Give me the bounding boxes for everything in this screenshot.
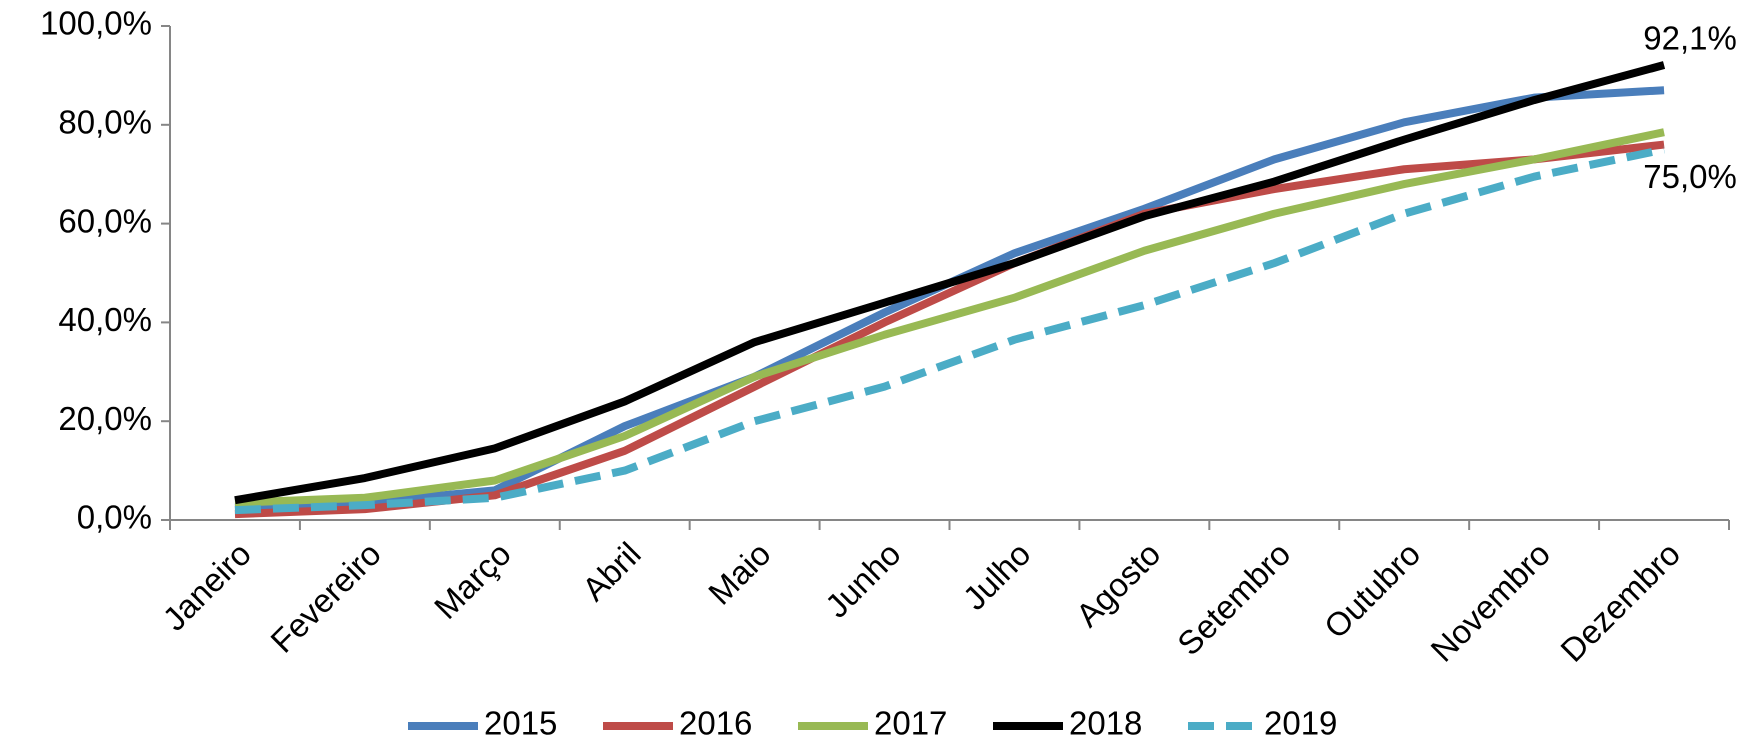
data-label: 75,0% bbox=[1643, 158, 1737, 195]
y-tick-label: 80,0% bbox=[58, 104, 152, 141]
line-series bbox=[234, 128, 1665, 507]
legend-label: 2018 bbox=[1069, 705, 1142, 742]
x-tick-label: Agosto bbox=[1069, 535, 1168, 634]
x-tick-label: Setembro bbox=[1170, 535, 1297, 662]
y-tick-label: 0,0% bbox=[77, 499, 152, 536]
x-tick-label: Maio bbox=[701, 535, 778, 612]
x-tick-label: Abril bbox=[575, 535, 648, 608]
x-tick-label: Novembro bbox=[1423, 535, 1557, 669]
x-tick-label: Janeiro bbox=[155, 535, 258, 638]
y-tick-label: 60,0% bbox=[58, 202, 152, 239]
y-tick-label: 100,0% bbox=[40, 5, 152, 42]
line-series bbox=[234, 145, 1665, 515]
x-tick-label: Outubro bbox=[1317, 535, 1427, 645]
x-tick-label: Junho bbox=[818, 535, 908, 625]
line-series bbox=[234, 61, 1666, 505]
x-tick-label: Fevereiro bbox=[263, 535, 388, 660]
legend-label: 2019 bbox=[1264, 705, 1337, 742]
y-tick-label: 40,0% bbox=[58, 301, 152, 338]
x-tick-label: Março bbox=[427, 535, 518, 626]
x-tick-label: Dezembro bbox=[1553, 535, 1687, 669]
legend-label: 2015 bbox=[484, 705, 557, 742]
y-tick-label: 20,0% bbox=[58, 400, 152, 437]
data-label: 92,1% bbox=[1643, 20, 1737, 57]
x-tick-label: Julho bbox=[956, 535, 1038, 617]
legend-label: 2016 bbox=[679, 705, 752, 742]
legend-label: 2017 bbox=[874, 705, 947, 742]
line-series bbox=[234, 86, 1665, 512]
